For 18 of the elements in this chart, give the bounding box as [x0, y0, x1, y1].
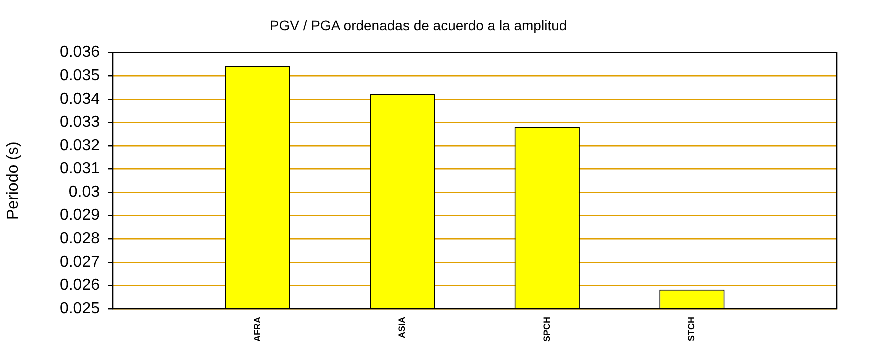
x-tick-label: AFRA	[252, 316, 262, 342]
chart-title: PGV / PGA ordenadas de acuerdo a la amplitud	[270, 17, 568, 34]
y-axis-title: Periodo (s)	[5, 142, 22, 220]
x-tick-label: ASIA	[397, 316, 408, 339]
y-tick-label: 0.035	[60, 67, 100, 84]
y-tick-label: 0.026	[60, 277, 100, 294]
y-tick-label: 0.03	[68, 184, 100, 201]
y-tick-label: 0.032	[60, 137, 100, 154]
y-tick-label: 0.025	[60, 300, 100, 318]
y-tick-label: 0.036	[60, 44, 100, 62]
y-tick-label: 0.031	[60, 160, 100, 178]
y-tick-label: 0.027	[60, 254, 100, 271]
y-tick-label: 0.029	[60, 207, 100, 224]
y-tick-label: 0.028	[60, 230, 100, 248]
y-tick-label: 0.034	[60, 90, 100, 108]
x-tick-label: STCH	[686, 316, 697, 342]
x-tick-label: SPCH	[542, 316, 552, 342]
y-tick-label: 0.033	[60, 114, 100, 132]
